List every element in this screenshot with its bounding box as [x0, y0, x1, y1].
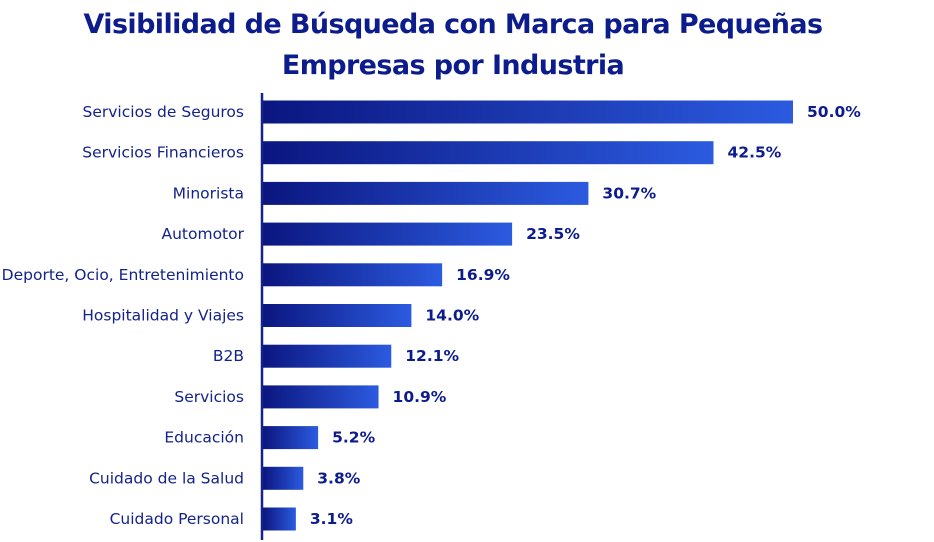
category-label: Cuidado Personal [110, 510, 244, 528]
bar [263, 100, 793, 124]
data-label: 50.0% [807, 103, 861, 121]
category-label: Servicios de Seguros [83, 103, 244, 121]
category-label: Automotor [161, 225, 244, 243]
bar [263, 466, 304, 490]
category-label: Servicios [174, 388, 244, 406]
bar [263, 344, 392, 368]
bar [263, 141, 714, 165]
chart-title-line-2: Empresas por Industria [281, 50, 625, 81]
chart-title-line-1: Visibilidad de Búsqueda con Marca para P… [83, 9, 823, 40]
bar [263, 263, 443, 287]
data-label: 3.8% [317, 469, 360, 487]
data-label: 23.5% [526, 225, 580, 243]
category-label: Hospitalidad y Viajes [82, 307, 244, 325]
bar [263, 222, 513, 246]
bar [263, 385, 379, 409]
category-label: Educación [164, 429, 244, 447]
data-label: 16.9% [456, 266, 510, 284]
data-label: 10.9% [393, 388, 447, 406]
bar [263, 426, 319, 450]
category-label: Cuidado de la Salud [89, 469, 244, 487]
data-label: 12.1% [405, 347, 459, 365]
bar [263, 181, 589, 205]
data-label: 3.1% [310, 510, 353, 528]
data-label: 5.2% [332, 429, 375, 447]
data-label: 42.5% [728, 144, 782, 162]
data-label: 30.7% [602, 184, 656, 202]
bar [263, 507, 296, 531]
bar [263, 304, 412, 327]
category-label: B2B [213, 347, 244, 365]
category-label: Minorista [173, 184, 244, 202]
data-label: 14.0% [425, 307, 479, 325]
category-label: Servicios Financieros [82, 144, 244, 162]
category-label: Deporte, Ocio, Entretenimiento [2, 266, 244, 284]
